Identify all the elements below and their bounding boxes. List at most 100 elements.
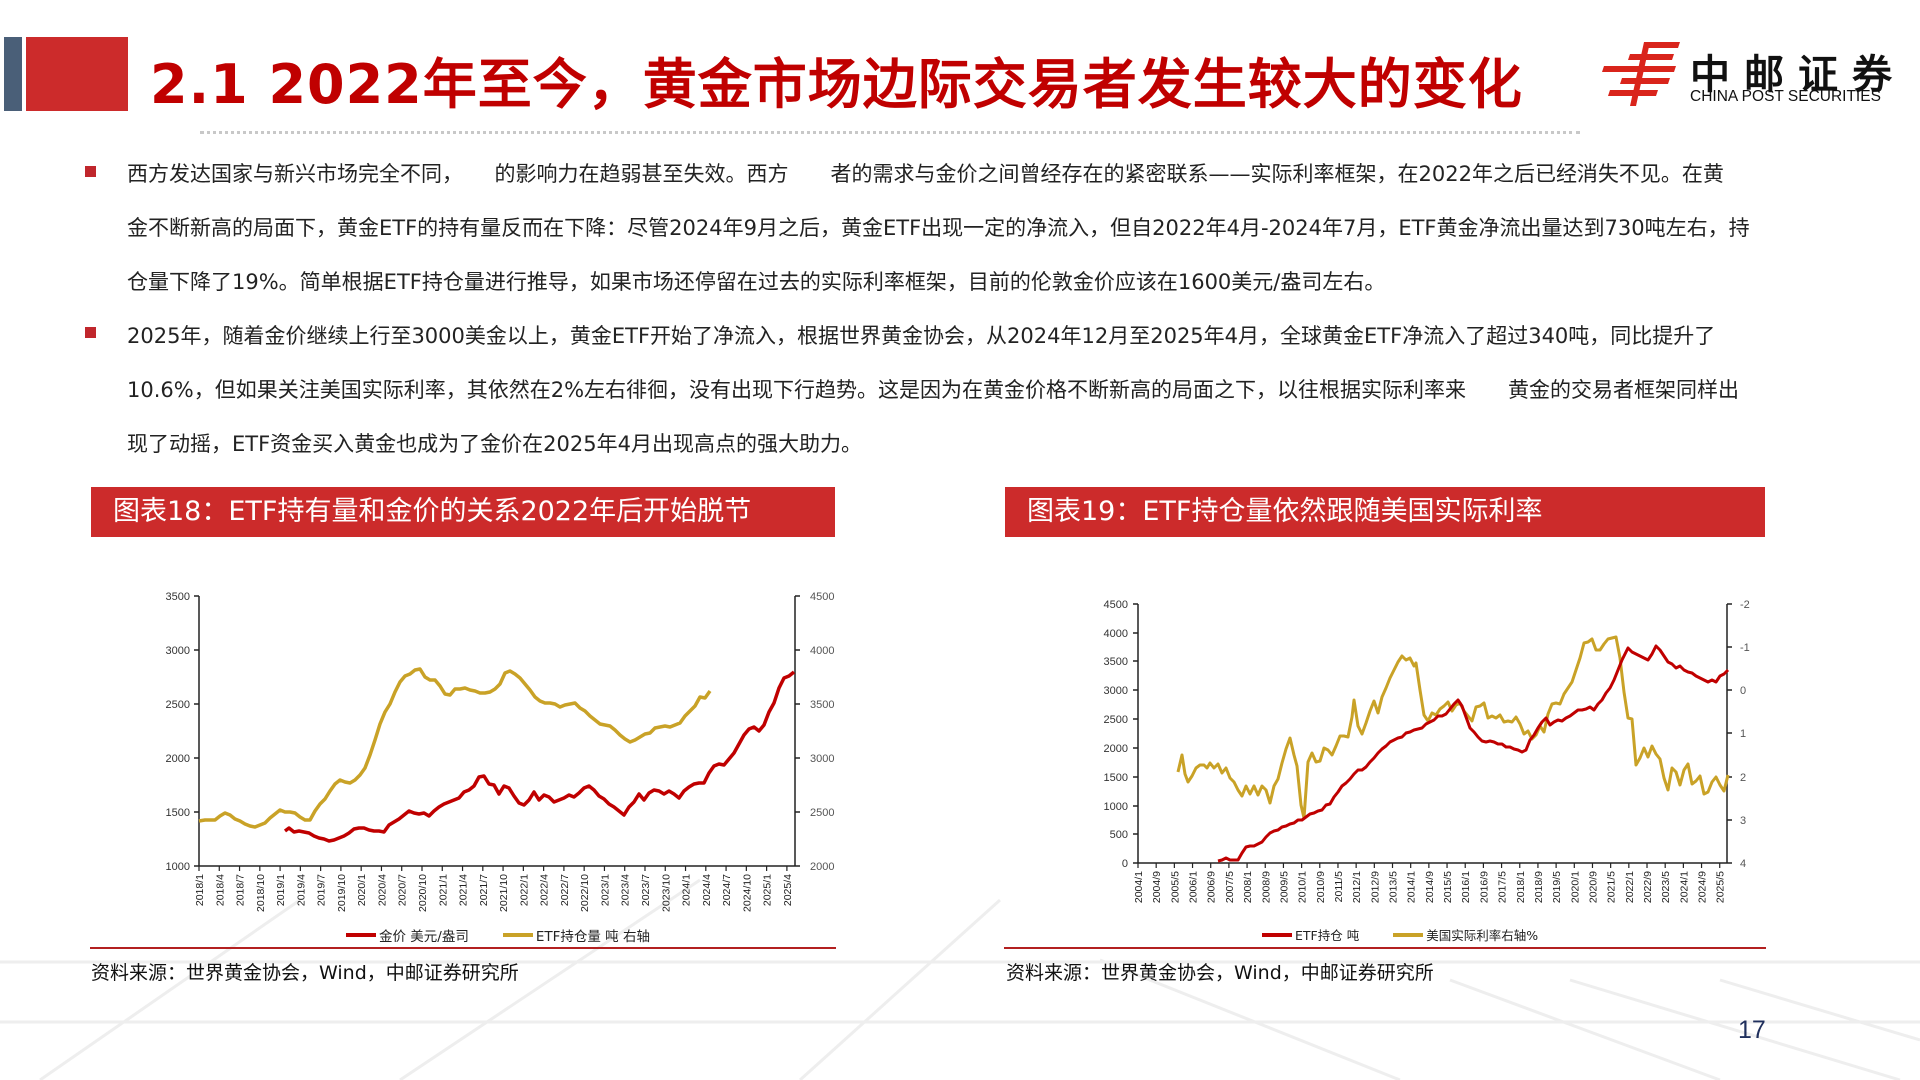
x-tick: 2008/9 <box>1260 871 1272 903</box>
x-tick: 2019/4 <box>295 874 307 906</box>
bullet-icon <box>85 166 96 177</box>
chart-18-legend: 金价 美元/盎司 ETF持仓量 吨 右轴 <box>346 925 650 945</box>
chart-19-source: 资料来源：世界黄金协会，Wind，中邮证券研究所 <box>1006 962 1434 984</box>
china-post-logo-icon <box>1602 42 1680 106</box>
bullet-icon <box>85 327 96 338</box>
legend-swatch-gold <box>502 933 533 937</box>
x-tick: 2020/4 <box>376 874 388 906</box>
legend-label: ETF持仓 吨 <box>1295 928 1360 943</box>
y-tick: 4500 <box>1104 599 1128 611</box>
x-tick: 2024/1 <box>1678 871 1690 903</box>
paragraph-2-line-2: 10.6%，但如果关注美国实际利率，其依然在2%左右徘徊，没有出现下行趋势。这是… <box>127 378 1740 402</box>
x-tick: 2022/7 <box>559 874 571 906</box>
y-tick: 4000 <box>1104 628 1128 640</box>
x-tick: 2009/5 <box>1278 871 1290 903</box>
chart-19-plot: 4500 4000 3500 3000 2500 2000 1500 1000 … <box>1104 599 1750 903</box>
title-divider <box>200 131 1580 134</box>
header-accent-blue <box>4 37 22 111</box>
chart-19-legend: ETF持仓 吨 美国实际利率右轴% <box>1262 925 1538 944</box>
x-tick: 2012/9 <box>1369 871 1381 903</box>
x-tick: 2011/5 <box>1333 871 1345 902</box>
x-tick: 2012/1 <box>1351 871 1363 903</box>
legend-label: ETF持仓量 吨 右轴 <box>535 929 650 945</box>
y2-tick: 2 <box>1740 772 1746 784</box>
x-tick: 2025/4 <box>782 874 794 906</box>
y-tick: 2500 <box>1104 714 1128 726</box>
y2-tick: 1 <box>1740 728 1746 740</box>
x-tick: 2005/5 <box>1169 871 1181 903</box>
y-tick: 3500 <box>166 591 190 603</box>
x-tick: 2013/5 <box>1388 871 1400 903</box>
x-tick: 2025/1 <box>762 874 774 906</box>
paragraph-2-line-1: 2025年，随着金价继续上行至3000美金以上，黄金ETF开始了净流入，根据世界… <box>127 324 1716 348</box>
x-tick: 2020/10 <box>417 874 429 912</box>
x-tick: 2021/10 <box>498 874 510 912</box>
x-tick: 2018/7 <box>235 874 247 906</box>
y2-tick: 4000 <box>810 645 834 657</box>
x-tick: 2025/5 <box>1715 871 1727 903</box>
y2-tick: 3500 <box>810 699 834 711</box>
x-tick: 2006/1 <box>1188 871 1200 903</box>
x-tick: 2021/4 <box>458 874 470 906</box>
chart-18-plot: 3500 3000 2500 2000 1500 1000 4500 4000 … <box>166 591 835 912</box>
legend-label: 金价 美元/盎司 <box>379 929 469 945</box>
x-tick: 2024/4 <box>701 874 713 906</box>
y-tick: 1500 <box>1104 772 1128 784</box>
y-tick: 2500 <box>166 699 190 711</box>
x-tick: 2019/1 <box>275 874 287 906</box>
x-tick: 2018/1 <box>194 874 206 906</box>
y2-tick: -2 <box>1740 599 1750 611</box>
paragraph-1-line-1: 西方发达国家与新兴市场完全不同， 的影响力在趋弱甚至失效。西方 者的需求与金价之… <box>127 162 1724 186</box>
x-tick: 2022/4 <box>539 874 551 906</box>
x-tick: 2024/1 <box>681 874 693 906</box>
logo-name-cn: 中邮证券 <box>1690 52 1906 98</box>
x-tick: 2016/1 <box>1460 871 1472 903</box>
y2-tick: 3000 <box>810 753 834 765</box>
chart-18-source: 资料来源：世界黄金协会，Wind，中邮证券研究所 <box>91 962 519 984</box>
paragraph-1-line-2: 金不断新高的局面下，黄金ETF的持有量反而在下降：尽管2024年9月之后，黄金E… <box>127 216 1750 240</box>
x-tick: 2022/10 <box>579 874 591 912</box>
legend-swatch-red <box>346 933 376 937</box>
y-tick: 1500 <box>166 807 190 819</box>
legend-item-etf-holdings: ETF持仓 吨 <box>1262 925 1359 944</box>
x-tick: 2020/1 <box>356 874 368 906</box>
legend-swatch-red <box>1262 932 1292 937</box>
x-tick: 2022/9 <box>1642 871 1654 903</box>
header-accent-red <box>26 37 128 111</box>
legend-item-gold-price: 金价 美元/盎司 <box>346 925 469 945</box>
x-tick: 2016/9 <box>1478 871 1490 903</box>
x-tick: 2014/9 <box>1424 871 1436 903</box>
y-tick: 3500 <box>1104 656 1128 668</box>
y2-tick: 4 <box>1740 858 1746 870</box>
x-tick: 2019/5 <box>1551 871 1563 903</box>
x-tick: 2008/1 <box>1242 871 1254 903</box>
x-tick: 2020/1 <box>1569 871 1581 903</box>
x-tick: 2010/9 <box>1315 871 1327 903</box>
x-tick: 2017/5 <box>1497 871 1509 903</box>
chart-18-caption: 图表18：ETF持有量和金价的关系2022年后开始脱节 <box>91 487 835 537</box>
chart-18-source-divider <box>90 947 836 949</box>
y-tick: 2000 <box>1104 743 1128 755</box>
x-tick: 2022/1 <box>1624 871 1636 903</box>
logo-name-en: CHINA POST SECURITIES <box>1690 88 1881 105</box>
x-tick: 2021/1 <box>437 874 449 906</box>
y2-tick: -1 <box>1740 642 1750 654</box>
x-tick: 2019/10 <box>336 874 348 912</box>
x-tick: 2023/5 <box>1660 871 1672 903</box>
y-tick: 500 <box>1110 829 1128 841</box>
paragraph-1-line-3: 仓量下降了19%。简单根据ETF持仓量进行推导，如果市场还停留在过去的实际利率框… <box>127 270 1386 294</box>
x-tick: 2014/1 <box>1406 871 1418 903</box>
x-tick: 2023/10 <box>660 874 672 912</box>
x-tick: 2018/9 <box>1533 871 1545 903</box>
x-tick: 2006/9 <box>1206 871 1218 903</box>
x-tick: 2021/5 <box>1606 871 1618 903</box>
x-tick: 2004/9 <box>1151 871 1163 903</box>
y2-tick: 2000 <box>810 861 834 873</box>
y2-tick: 2500 <box>810 807 834 819</box>
legend-item-etf: ETF持仓量 吨 右轴 <box>502 925 650 945</box>
y-tick: 3000 <box>166 645 190 657</box>
x-tick: 2018/10 <box>255 874 267 912</box>
legend-item-real-rate: 美国实际利率右轴% <box>1393 925 1538 944</box>
legend-swatch-gold <box>1393 932 1424 937</box>
